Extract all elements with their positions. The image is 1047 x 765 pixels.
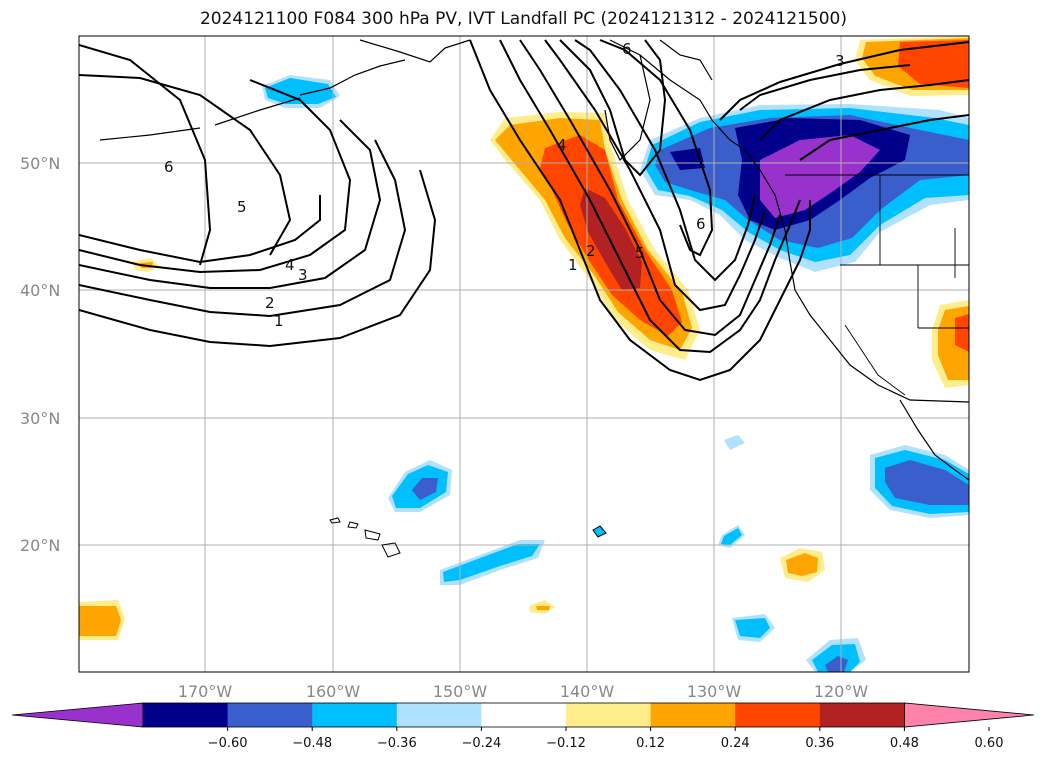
latitude-labels: 50°N 40°N 30°N 20°N <box>20 154 60 555</box>
colorbar-tick-label: −0.36 <box>377 736 417 751</box>
map-title: 2024121100 F084 300 hPa PV, IVT Landfall… <box>199 9 847 29</box>
colorbar-segment <box>143 703 229 727</box>
lat-label-20n: 20°N <box>20 536 60 555</box>
lat-label-40n: 40°N <box>20 281 60 300</box>
political-borders <box>785 174 969 396</box>
colorbar-border <box>142 702 905 728</box>
colorbar-tick-label: 0.12 <box>636 736 665 751</box>
small-anomaly-blobs <box>79 75 866 672</box>
colorbar-tick-label: −0.24 <box>461 736 501 751</box>
contour-label: 6 <box>164 158 174 176</box>
positive-anomaly-northeast <box>855 36 969 96</box>
lon-label-140w: 140°W <box>560 682 615 701</box>
lon-label-160w: 160°W <box>306 682 361 701</box>
colorbar-segment <box>735 703 821 727</box>
contour-label: 6 <box>622 40 632 58</box>
contour-label: 3 <box>835 52 845 70</box>
pv-contours <box>79 39 969 382</box>
gridlines <box>79 36 969 672</box>
negative-anomaly-mexico <box>870 445 969 518</box>
lon-label-170w: 170°W <box>178 682 233 701</box>
contour-label: 4 <box>557 136 567 154</box>
contour-label: 5 <box>635 244 645 262</box>
colorbar-segment <box>650 703 736 727</box>
pv-contour-labels: 6 5 4 3 2 1 6 4 2 1 5 6 3 <box>164 40 845 330</box>
colorbar-tick-label: −0.60 <box>208 736 248 751</box>
lat-label-30n: 30°N <box>20 409 60 428</box>
lat-label-50n: 50°N <box>20 154 60 173</box>
colorbar-tick-label: 0.60 <box>975 736 1004 751</box>
colorbar-extend-right <box>904 702 1035 728</box>
islands <box>329 517 607 558</box>
contour-label: 4 <box>285 256 295 274</box>
contour-label: 2 <box>265 294 275 312</box>
contour-label: 1 <box>568 256 578 274</box>
negative-pv-anomaly-pacific-northwest <box>640 104 969 272</box>
lon-label-130w: 130°W <box>687 682 742 701</box>
contour-label: 2 <box>586 242 596 260</box>
map-frame <box>78 35 970 673</box>
contour-label: 3 <box>298 266 308 284</box>
colorbar-tick-label: 0.36 <box>805 736 834 751</box>
colorbar-segment <box>396 703 482 727</box>
contour-label: 1 <box>274 312 284 330</box>
contour-label: 6 <box>696 215 706 233</box>
contour-label: 5 <box>237 198 247 216</box>
colorbar-tick-label: 0.24 <box>721 736 750 751</box>
colorbar-segment <box>312 703 398 727</box>
colorbar: −0.60 −0.48 −0.36 −0.24 −0.12 0.12 0.24 0.36 0.4… <box>11 702 1035 751</box>
colorbar-segment <box>481 703 567 727</box>
colorbar-tick-label: −0.12 <box>546 736 586 751</box>
lon-label-120w: 120°W <box>814 682 869 701</box>
lon-label-150w: 150°W <box>433 682 488 701</box>
positive-anomaly-east <box>932 300 969 388</box>
colorbar-segment <box>566 703 652 727</box>
colorbar-extend-left <box>11 702 144 728</box>
colorbar-segment <box>227 703 313 727</box>
longitude-labels: 170°W 160°W 150°W 140°W 130°W 120°W <box>178 682 869 701</box>
colorbar-tick-label: −0.48 <box>292 736 332 751</box>
colorbar-tick-label: 0.48 <box>890 736 919 751</box>
colorbar-segment <box>819 703 905 727</box>
